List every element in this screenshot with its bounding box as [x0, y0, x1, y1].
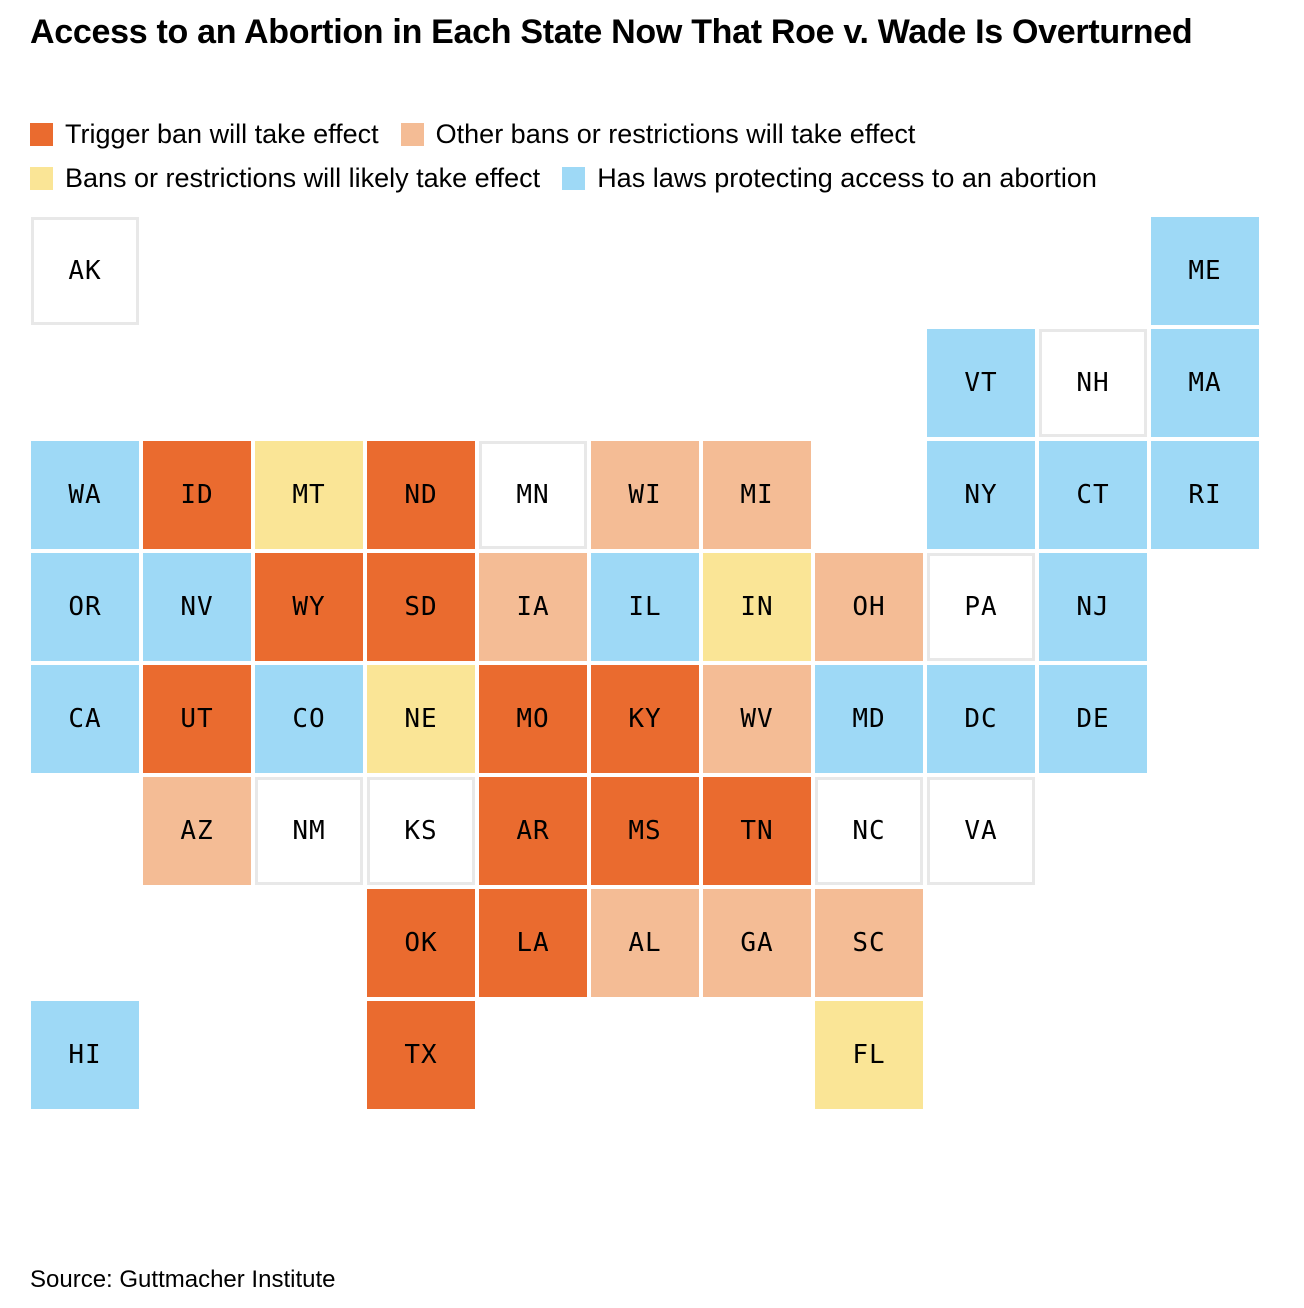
legend-label-other: Other bans or restrictions will take eff… [435, 118, 916, 149]
state-tile-ct: CT [1039, 441, 1147, 549]
state-tile-ky: KY [591, 665, 699, 773]
source-note: Source: Guttmacher Institute [30, 1266, 336, 1293]
chart-title: Access to an Abortion in Each State Now … [30, 13, 1193, 51]
state-tile-fl: FL [815, 1001, 923, 1109]
state-tile-pa: PA [927, 553, 1035, 661]
state-tile-nm: NM [255, 777, 363, 885]
state-tile-ms: MS [591, 777, 699, 885]
state-tile-ok: OK [367, 889, 475, 997]
state-tile-mt: MT [255, 441, 363, 549]
state-tile-vt: VT [927, 329, 1035, 437]
state-tile-or: OR [31, 553, 139, 661]
state-tile-md: MD [815, 665, 923, 773]
state-tile-ks: KS [367, 777, 475, 885]
state-tile-mi: MI [703, 441, 811, 549]
legend-swatch-trigger [30, 122, 53, 146]
legend-item-protect: Has laws protecting access to an abortio… [562, 163, 1097, 194]
state-tile-wv: WV [703, 665, 811, 773]
state-tile-sd: SD [367, 553, 475, 661]
state-tile-ny: NY [927, 441, 1035, 549]
state-tile-dc: DC [927, 665, 1035, 773]
legend-swatch-likely [30, 166, 53, 190]
state-tile-ia: IA [479, 553, 587, 661]
legend-item-trigger: Trigger ban will take effect [30, 119, 379, 150]
state-tile-ar: AR [479, 777, 587, 885]
state-tile-va: VA [927, 777, 1035, 885]
legend-row-2: Bans or restrictions will likely take ef… [30, 156, 1280, 200]
state-tile-az: AZ [143, 777, 251, 885]
state-tile-wi: WI [591, 441, 699, 549]
state-tile-nj: NJ [1039, 553, 1147, 661]
legend-label-protect: Has laws protecting access to an abortio… [597, 162, 1097, 193]
state-tile-ma: MA [1151, 329, 1259, 437]
legend-row-1: Trigger ban will take effect Other bans … [30, 112, 1280, 156]
legend: Trigger ban will take effect Other bans … [30, 112, 1280, 200]
state-tile-ak: AK [31, 217, 139, 325]
state-tile-ri: RI [1151, 441, 1259, 549]
state-tile-tx: TX [367, 1001, 475, 1109]
state-tile-in: IN [703, 553, 811, 661]
state-tile-me: ME [1151, 217, 1259, 325]
state-tile-ca: CA [31, 665, 139, 773]
legend-item-other: Other bans or restrictions will take eff… [400, 118, 916, 150]
legend-item-likely: Bans or restrictions will likely take ef… [30, 163, 540, 194]
legend-swatch-protect [562, 166, 586, 190]
legend-label-trigger: Trigger ban will take effect [65, 118, 379, 149]
state-tile-al: AL [591, 889, 699, 997]
state-tile-mn: MN [479, 441, 587, 549]
state-tile-nh: NH [1039, 329, 1147, 437]
legend-label-likely: Bans or restrictions will likely take ef… [65, 162, 541, 193]
state-tile-il: IL [591, 553, 699, 661]
state-tile-nd: ND [367, 441, 475, 549]
state-tile-oh: OH [815, 553, 923, 661]
state-tile-hi: HI [31, 1001, 139, 1109]
state-tile-wy: WY [255, 553, 363, 661]
legend-swatch-other [400, 122, 424, 146]
state-tile-tn: TN [703, 777, 811, 885]
state-tile-ga: GA [703, 889, 811, 997]
state-tile-nc: NC [815, 777, 923, 885]
state-tile-la: LA [479, 889, 587, 997]
state-tile-wa: WA [31, 441, 139, 549]
state-tile-nv: NV [143, 553, 251, 661]
state-tile-ut: UT [143, 665, 251, 773]
state-tile-mo: MO [479, 665, 587, 773]
state-tile-co: CO [255, 665, 363, 773]
state-tile-ne: NE [367, 665, 475, 773]
state-tile-id: ID [143, 441, 251, 549]
state-tile-de: DE [1039, 665, 1147, 773]
state-tile-sc: SC [815, 889, 923, 997]
